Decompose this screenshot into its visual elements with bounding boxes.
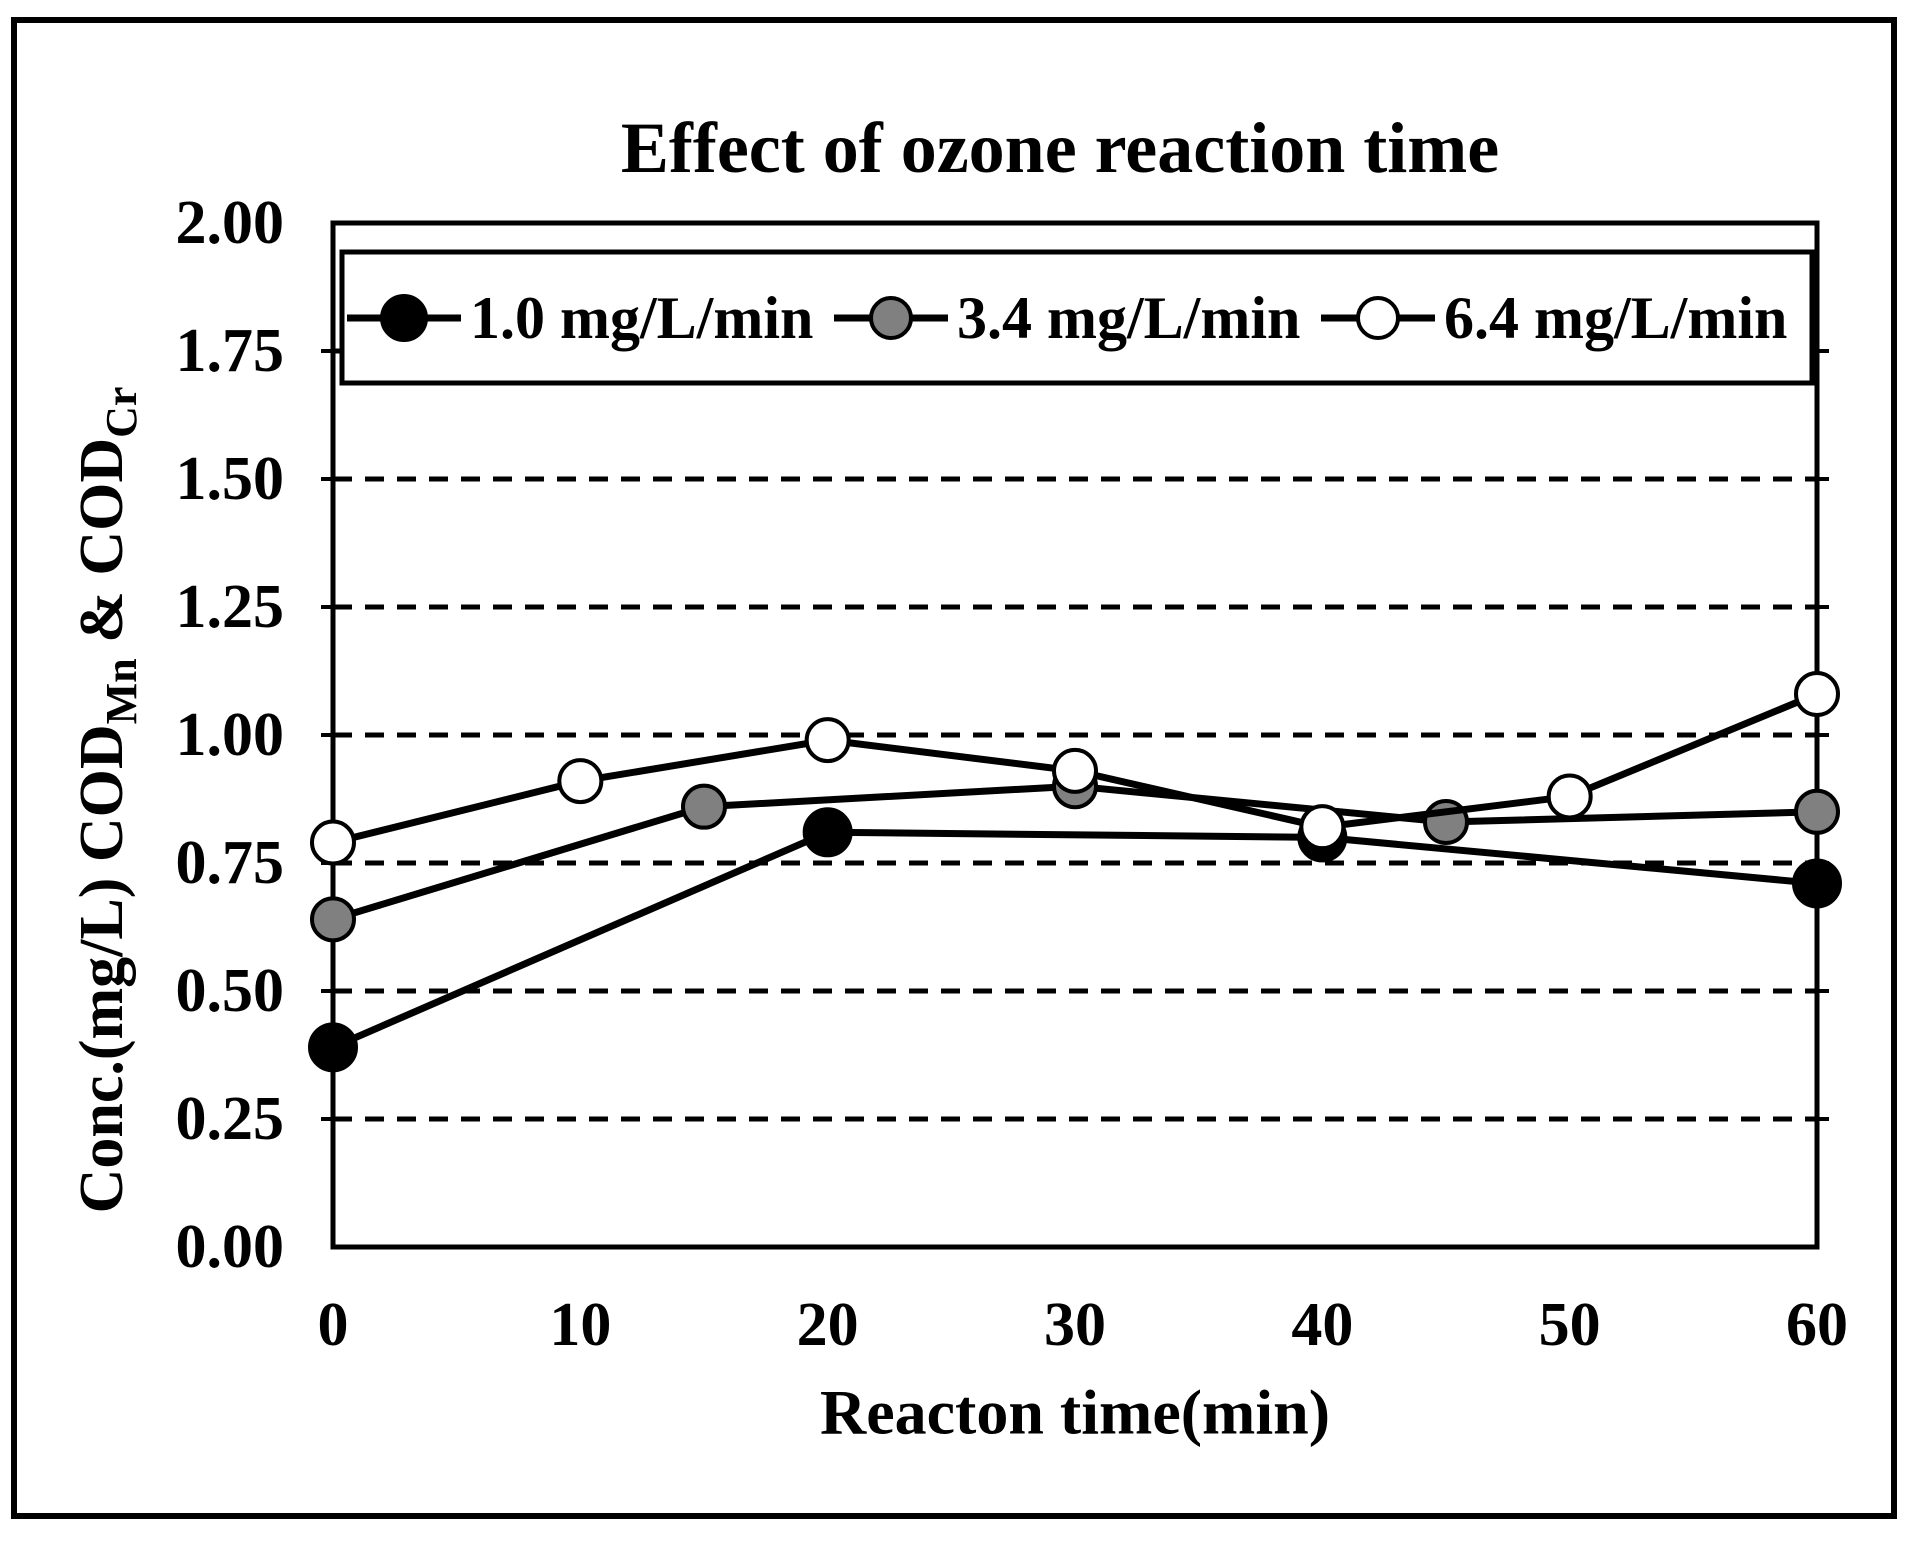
legend-box [339, 249, 1815, 386]
gray-circle-icon [869, 296, 913, 340]
data-point [1299, 804, 1346, 851]
data-point [1794, 788, 1840, 835]
legend-label: 1.0 mg/L/min [470, 285, 813, 351]
data-point [557, 758, 604, 805]
x-tick-label: 30 [1044, 1291, 1106, 1359]
y-axis-title-part: Conc.(mg/L) COD [68, 724, 136, 1213]
series-0 [308, 807, 1842, 1073]
data-point [1792, 858, 1842, 909]
legend-label: 3.4 mg/L/min [957, 285, 1300, 351]
data-point [1794, 671, 1840, 718]
series-2 [310, 671, 1840, 866]
y-tick-label: 1.75 [176, 317, 285, 385]
legend: 1.0 mg/L/min 3.4 mg/L/min 6.4 mg/L/min [339, 249, 1815, 386]
y-tick-label: 0.75 [176, 829, 285, 897]
y-axis-title-part: & COD [68, 438, 136, 658]
chart-title: Effect of ozone reaction time [621, 108, 1499, 188]
data-point [804, 717, 851, 764]
y-tick-label: 2.00 [176, 189, 285, 257]
x-axis-title: Reacton time(min) [820, 1377, 1330, 1448]
data-point [1052, 747, 1098, 794]
x-tick-label: 60 [1786, 1291, 1848, 1359]
y-axis-title-subscript: Cr [97, 387, 146, 438]
data-point [308, 1022, 358, 1073]
legend-item: 3.4 mg/L/min [834, 285, 1300, 351]
x-tick-label: 40 [1291, 1291, 1353, 1359]
data-point [681, 783, 727, 830]
y-tick-label: 1.50 [176, 445, 285, 513]
data-point [310, 819, 356, 866]
series-line [331, 828, 1818, 1051]
data-point [802, 807, 853, 858]
y-axis-title-subscript: Mn [97, 658, 146, 724]
figure-border [11, 17, 1897, 1519]
filled-circle-icon [380, 294, 428, 342]
legend-item: 6.4 mg/L/min [1321, 285, 1787, 351]
y-tick-label: 1.25 [176, 573, 285, 641]
x-tick-label: 20 [797, 1291, 859, 1359]
legend-item: 1.0 mg/L/min [347, 285, 813, 351]
legend-label: 6.4 mg/L/min [1444, 285, 1787, 351]
y-tick-label: 0.25 [176, 1085, 285, 1153]
x-tick-label: 50 [1539, 1291, 1601, 1359]
data-point [1546, 773, 1593, 820]
y-axis-title: Conc.(mg/L) CODMn & CODCr [68, 387, 146, 1214]
x-tick-label: 10 [549, 1291, 611, 1359]
data-point [310, 896, 356, 943]
y-tick-label: 0.00 [176, 1213, 285, 1281]
y-tick-label: 0.50 [176, 957, 285, 1025]
y-tick-label: 1.00 [176, 701, 285, 769]
open-circle-icon [1356, 296, 1400, 340]
x-tick-label: 0 [318, 1291, 349, 1359]
